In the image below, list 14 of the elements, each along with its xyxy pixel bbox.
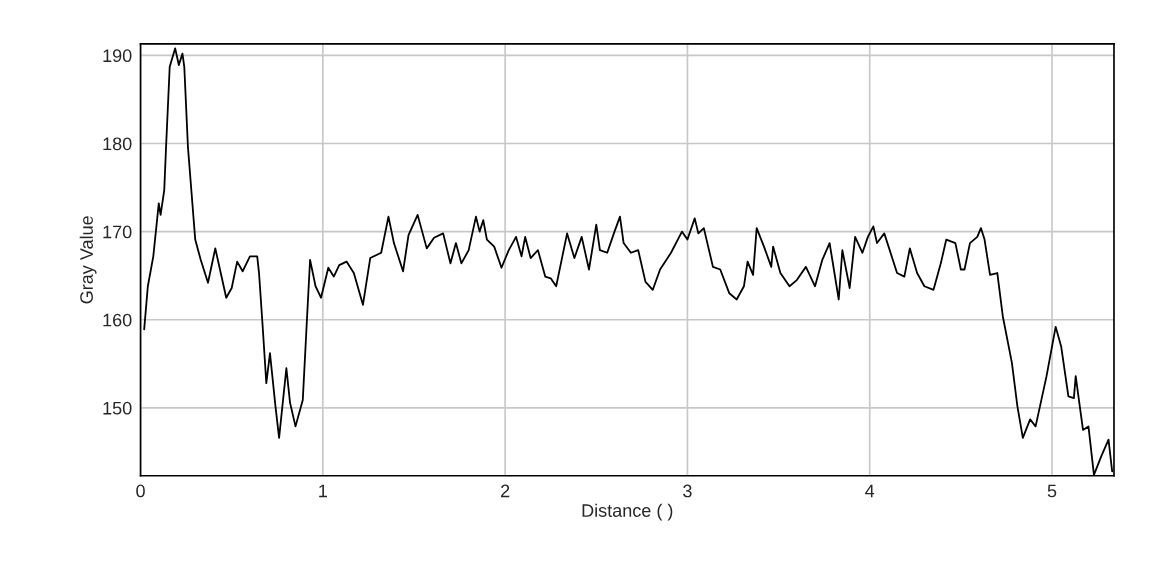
line-series	[143, 47, 1114, 476]
y-tick-label: 170	[103, 225, 132, 239]
x-axis-title: Distance ( )	[582, 503, 673, 521]
x-tick-label: 0	[136, 484, 145, 498]
x-tick-label: 5	[1047, 484, 1057, 498]
x-tick-label: 1	[319, 484, 327, 498]
y-tick-label: 190	[103, 49, 132, 63]
y-tick-label: 180	[103, 137, 132, 151]
y-axis-title: Gray Value	[79, 216, 97, 304]
x-tick-label: 2	[501, 484, 510, 498]
y-tick-label: 160	[103, 313, 132, 327]
x-tick-label: 3	[683, 484, 692, 498]
x-tick-label: 4	[865, 484, 875, 498]
y-tick-label: 150	[103, 401, 132, 415]
